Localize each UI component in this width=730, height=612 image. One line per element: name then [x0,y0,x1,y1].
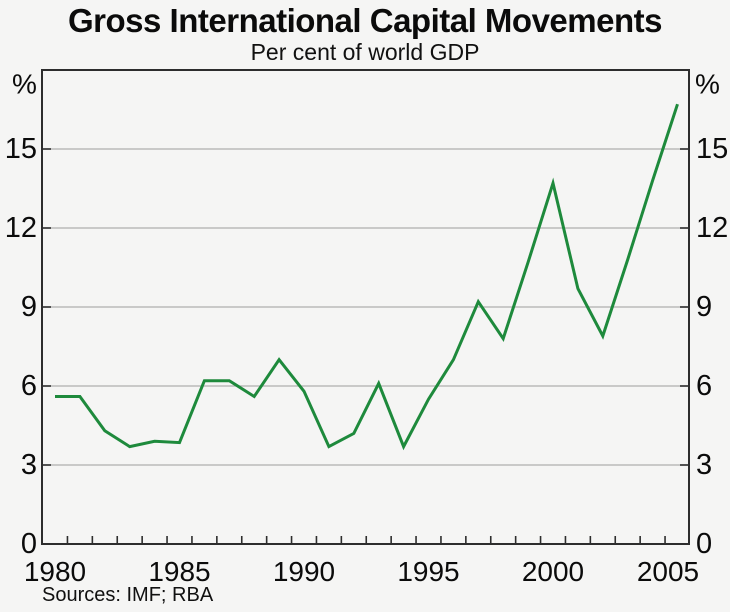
y-axis-label-right: 15 [696,133,728,165]
y-axis-unit-left: % [12,69,37,100]
y-axis-label-left: 15 [5,133,37,165]
x-axis-label: 2000 [522,556,584,587]
x-axis-label: 1995 [397,556,459,587]
x-axis-label: 1980 [24,556,86,587]
y-axis-label-right: 6 [696,370,712,402]
plot-frame [41,69,690,545]
data-line-capital-movements [55,103,679,451]
y-axis-label-left: 12 [5,212,37,244]
y-axis-label-left: 6 [21,370,37,402]
x-axis-label: 1990 [273,556,335,587]
chart-subtitle: Per cent of world GDP [250,39,480,65]
y-axis-label-left: 3 [21,449,37,481]
y-axis-unit-right: % [695,69,720,100]
y-axis-label-right: 0 [696,528,712,560]
x-axis-label: 2005 [637,556,699,587]
y-axis-label-right: 9 [696,291,712,323]
chart-title: Gross International Capital Movements [68,2,662,39]
sources-note: Sources: IMF; RBA [42,584,214,606]
y-axis-label-left: 0 [21,528,37,560]
y-axis-label-right: 3 [696,449,712,481]
y-axis-label-left: 9 [21,291,37,323]
y-axis-label-right: 12 [696,212,728,244]
x-axis-label: 1985 [148,556,210,587]
